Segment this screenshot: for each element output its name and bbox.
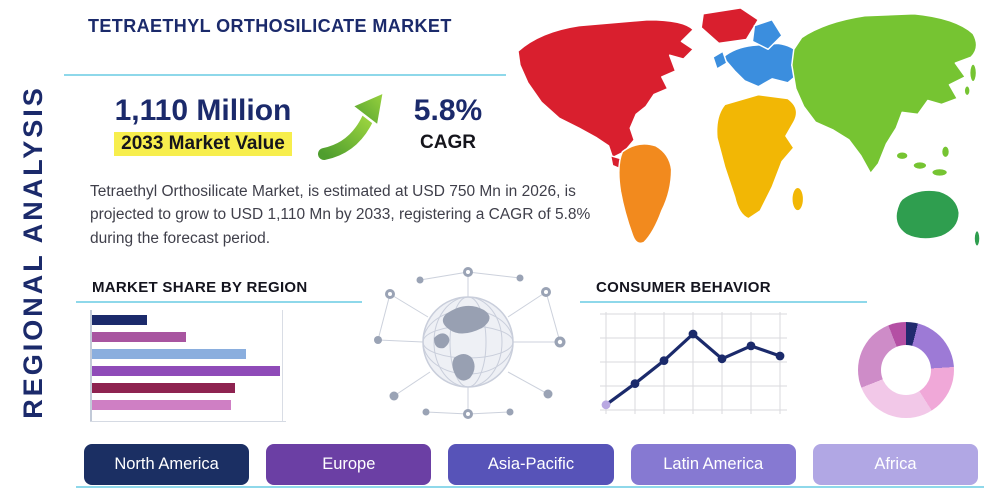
cagr-stat: 5.8% CAGR [398, 94, 498, 154]
region-button[interactable]: North America [84, 444, 250, 485]
bar [92, 315, 147, 325]
market-value-label: 2033 Market Value [114, 131, 292, 156]
bar-chart-gridline [282, 310, 283, 422]
divider [76, 486, 984, 488]
island-japan [968, 63, 978, 83]
continent-asia [791, 13, 978, 175]
cagr-label: CAGR [420, 131, 476, 153]
continent-africa [715, 93, 798, 220]
divider [76, 301, 362, 303]
bar-chart-bars [92, 315, 280, 417]
continent-australia [895, 189, 961, 240]
globe-network-illustration [374, 267, 566, 419]
market-description: Tetraethyl Orthosilicate Market, is esti… [90, 183, 591, 247]
world-map [517, 7, 981, 248]
island-japan-south [963, 85, 971, 97]
island-borneo [912, 160, 928, 171]
bar-chart-baseline [90, 421, 286, 422]
market-share-title: MARKET SHARE BY REGION [92, 279, 308, 296]
line-chart [600, 312, 787, 414]
new-zealand [973, 229, 981, 248]
british-isles [712, 50, 728, 70]
donut-chart-hole [881, 345, 931, 395]
region-button[interactable]: Africa [812, 444, 979, 485]
bar [92, 332, 186, 342]
continent-south-america [618, 143, 673, 245]
market-value: 1,110 Million [114, 94, 292, 127]
growth-arrow-icon [318, 89, 386, 163]
region-button[interactable]: Asia-Pacific [448, 444, 614, 485]
divider [580, 301, 867, 303]
island-sumatra [895, 151, 909, 161]
bar [92, 383, 235, 393]
regional-analysis-label: REGIONAL ANALYSIS [18, 85, 48, 419]
bar [92, 366, 280, 376]
bar [92, 400, 232, 410]
page-title: TETRAETHYL ORTHOSILICATE MARKET [88, 16, 452, 36]
consumer-behavior-title: CONSUMER BEHAVIOR [596, 279, 771, 296]
region-button[interactable]: Latin America [630, 444, 796, 485]
madagascar [791, 186, 805, 212]
bar-chart-axis [90, 310, 92, 422]
bar-chart [90, 310, 290, 422]
market-value-stat: 1,110 Million 2033 Market Value [78, 94, 328, 156]
bar [92, 349, 247, 359]
scandinavia [751, 18, 783, 51]
region-buttons: North America Europe Asia-Pacific Latin Ame… [84, 444, 979, 485]
continent-europe [722, 42, 801, 88]
continent-north-america [517, 18, 695, 159]
divider [64, 74, 506, 76]
continent-greenland [700, 7, 760, 45]
region-button[interactable]: Europe [266, 444, 432, 485]
island-new-guinea [930, 167, 949, 178]
cagr-value: 5.8% [413, 94, 483, 127]
island-philippines [940, 145, 951, 159]
